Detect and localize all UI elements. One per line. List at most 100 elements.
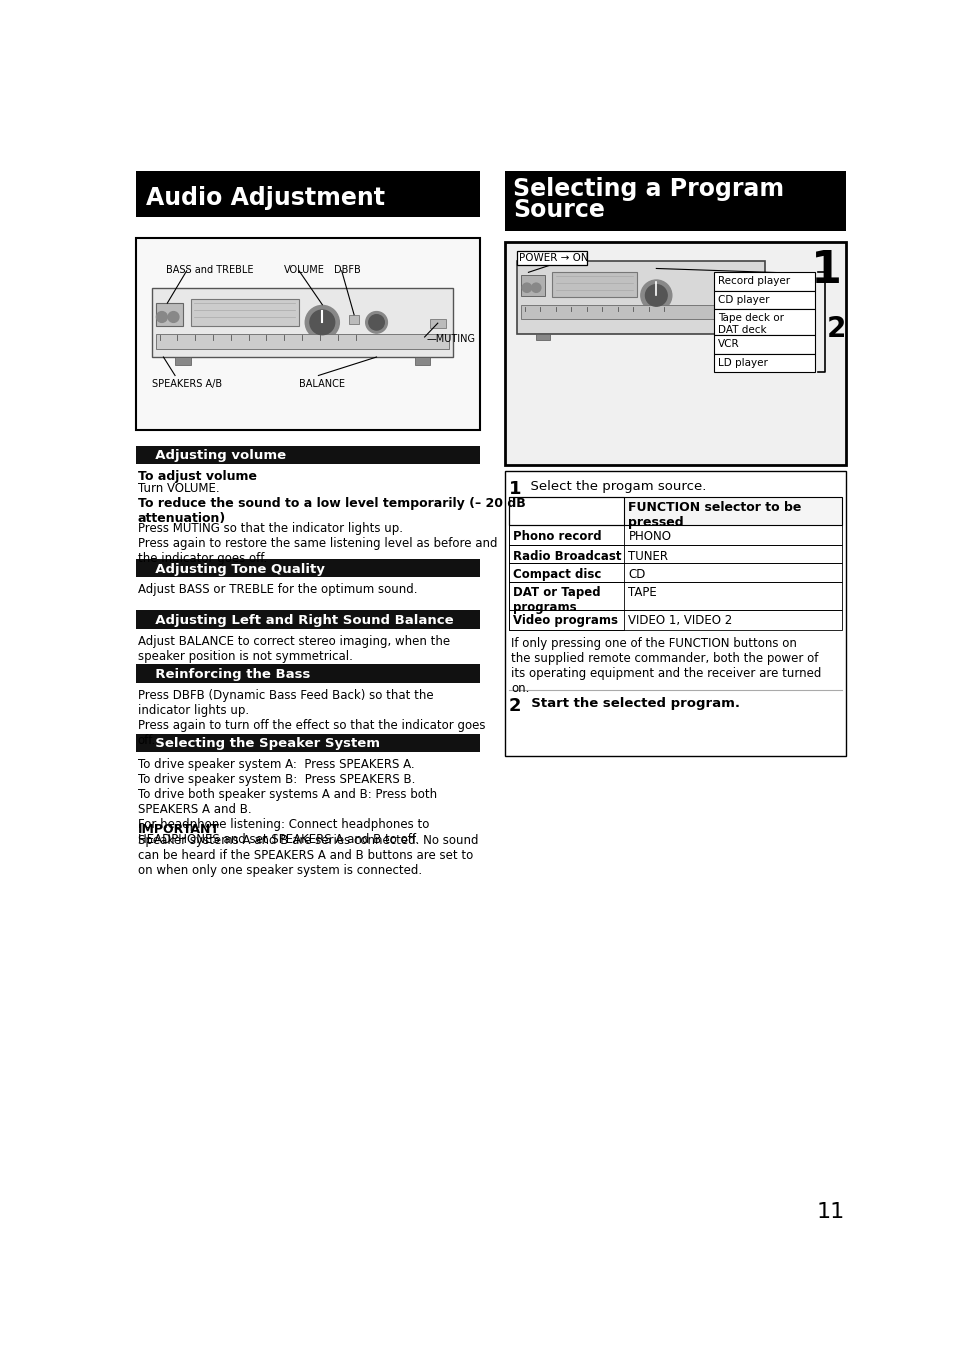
Text: To adjust volume: To adjust volume: [137, 470, 256, 483]
Bar: [155, 303, 183, 326]
Circle shape: [640, 280, 671, 311]
Text: DAT or Taped
programs: DAT or Taped programs: [513, 587, 600, 614]
Bar: [509, 563, 841, 581]
Text: Turn VOLUME.: Turn VOLUME.: [137, 481, 219, 495]
Circle shape: [310, 310, 335, 335]
Bar: [136, 665, 480, 683]
Bar: [509, 581, 841, 610]
Bar: [152, 288, 453, 356]
Text: VOLUME: VOLUME: [283, 265, 324, 274]
Text: 2: 2: [826, 315, 845, 343]
Bar: [517, 251, 586, 265]
Circle shape: [521, 282, 531, 292]
Text: Video programs: Video programs: [513, 614, 618, 627]
Text: Adjust BASS or TREBLE for the optimum sound.: Adjust BASS or TREBLE for the optimum so…: [137, 584, 416, 596]
Text: To drive speaker system A:  Press SPEAKERS A.
To drive speaker system B:  Press : To drive speaker system A: Press SPEAKER…: [137, 758, 436, 846]
Bar: [136, 446, 480, 463]
Text: Tape deck or
DAT deck: Tape deck or DAT deck: [718, 313, 783, 335]
Text: TAPE: TAPE: [628, 587, 657, 599]
Bar: [509, 498, 841, 525]
Circle shape: [531, 282, 540, 292]
Circle shape: [645, 285, 666, 306]
Text: 1: 1: [509, 480, 521, 498]
Bar: [509, 610, 623, 629]
Bar: [415, 356, 430, 365]
Text: Adjusting Tone Quality: Adjusting Tone Quality: [146, 562, 324, 576]
Text: 11: 11: [816, 1202, 844, 1223]
Text: Compact disc: Compact disc: [513, 568, 600, 581]
Circle shape: [305, 306, 339, 339]
Bar: [509, 544, 623, 563]
Text: Audio Adjustment: Audio Adjustment: [146, 186, 384, 210]
Bar: [136, 610, 480, 629]
Text: CD: CD: [628, 568, 645, 581]
Text: 1: 1: [810, 250, 841, 292]
Text: Press MUTING so that the indicator lights up.
Press again to restore the same li: Press MUTING so that the indicator light…: [137, 522, 497, 565]
Text: VIDEO 1, VIDEO 2: VIDEO 1, VIDEO 2: [628, 614, 732, 627]
Text: Press DBFB (Dynamic Bass Feed Back) so that the
indicator lights up.
Press again: Press DBFB (Dynamic Bass Feed Back) so t…: [137, 688, 485, 747]
Text: —MUTING: —MUTING: [427, 335, 476, 344]
Text: Record player: Record player: [718, 276, 790, 287]
Bar: [509, 544, 841, 563]
Bar: [520, 274, 545, 296]
Text: DBFB: DBFB: [334, 265, 360, 274]
Circle shape: [369, 315, 384, 330]
Text: VCR: VCR: [718, 339, 740, 350]
Text: SPEAKERS A/B: SPEAKERS A/B: [152, 378, 222, 388]
Text: FUNCTION selector to be
pressed: FUNCTION selector to be pressed: [628, 500, 801, 529]
Bar: [520, 306, 760, 319]
Bar: [509, 525, 841, 544]
Text: Phono record: Phono record: [513, 529, 601, 543]
Bar: [714, 291, 815, 310]
Text: Adjust BALANCE to correct stereo imaging, when the
speaker position is not symme: Adjust BALANCE to correct stereo imaging…: [137, 635, 450, 664]
Text: TUNER: TUNER: [628, 550, 668, 562]
Text: BASS and TREBLE: BASS and TREBLE: [166, 265, 253, 274]
Text: Source: Source: [513, 199, 604, 222]
Bar: [136, 170, 480, 217]
Text: Start the selected program.: Start the selected program.: [521, 698, 740, 710]
Bar: [509, 563, 623, 581]
Text: Adjusting volume: Adjusting volume: [146, 450, 286, 462]
Bar: [714, 354, 815, 373]
Text: Selecting the Speaker System: Selecting the Speaker System: [146, 738, 379, 750]
Text: PHONO: PHONO: [628, 529, 671, 543]
Text: IMPORTANT: IMPORTANT: [137, 823, 219, 836]
Bar: [509, 581, 623, 610]
Circle shape: [168, 311, 179, 322]
Text: CD player: CD player: [718, 295, 769, 304]
Bar: [349, 315, 358, 324]
Bar: [430, 318, 445, 328]
Text: BALANCE: BALANCE: [298, 378, 345, 388]
Text: To reduce the sound to a low level temporarily (– 20 dB
attenuation): To reduce the sound to a low level tempo…: [137, 498, 525, 525]
Bar: [136, 237, 480, 430]
Bar: [551, 273, 637, 298]
Text: Reinforcing the Bass: Reinforcing the Bass: [146, 668, 310, 681]
Bar: [509, 610, 841, 629]
Bar: [505, 170, 845, 230]
Bar: [136, 733, 480, 753]
Bar: [155, 335, 449, 350]
Text: If only pressing one of the FUNCTION buttons on
the supplied remote commander, b: If only pressing one of the FUNCTION but…: [511, 638, 821, 695]
Text: Speaker systems A and B are series connected. No sound
can be heard if the SPEAK: Speaker systems A and B are series conne…: [137, 835, 477, 877]
Bar: [505, 241, 845, 465]
Bar: [714, 310, 815, 336]
Text: 2: 2: [509, 698, 521, 716]
Text: LD player: LD player: [718, 358, 767, 367]
Circle shape: [365, 311, 387, 333]
Text: Adjusting Left and Right Sound Balance: Adjusting Left and Right Sound Balance: [146, 614, 453, 627]
Text: POWER → ON: POWER → ON: [518, 254, 588, 263]
Bar: [731, 335, 744, 340]
Bar: [509, 498, 623, 525]
Text: Radio Broadcast: Radio Broadcast: [513, 550, 620, 562]
Bar: [505, 472, 845, 755]
Bar: [174, 356, 191, 365]
Bar: [536, 335, 550, 340]
Circle shape: [156, 311, 167, 322]
Text: Selecting a Program: Selecting a Program: [513, 177, 783, 200]
Text: Select the progam source.: Select the progam source.: [521, 480, 706, 494]
Bar: [517, 260, 764, 335]
Bar: [714, 273, 815, 291]
Bar: [714, 336, 815, 354]
Bar: [623, 498, 841, 525]
Bar: [191, 299, 298, 326]
